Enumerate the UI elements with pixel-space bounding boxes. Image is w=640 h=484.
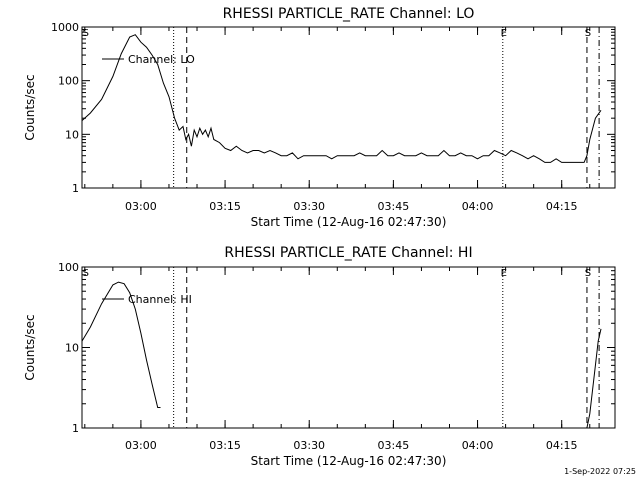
- x-tick-label: 04:00: [462, 439, 494, 452]
- plot-frame: [81, 26, 616, 189]
- event-marker-label: S: [83, 268, 89, 279]
- x-tick-label: 03:15: [209, 200, 241, 213]
- legend-label: Channel: LO: [128, 53, 195, 66]
- y-tick-label: 10: [65, 128, 79, 141]
- y-axis-label: Counts/sec: [23, 314, 37, 380]
- y-tick-label: 1: [72, 422, 79, 435]
- event-marker-label: E: [501, 268, 507, 279]
- y-tick-label: 1: [72, 182, 79, 195]
- x-tick-label: 04:15: [546, 439, 578, 452]
- footer-timestamp: 1-Sep-2022 07:25: [564, 467, 636, 476]
- series-line: [81, 34, 602, 163]
- hi-channel-panel: RHESSI PARTICLE_RATE Channel: HI 03:00 03:…: [23, 245, 616, 468]
- y-tick-label: 100: [58, 75, 79, 88]
- y-tick-label: 10: [65, 342, 79, 355]
- plot-frame: [81, 266, 616, 429]
- x-axis-label: Start Time (12-Aug-16 02:47:30): [251, 215, 447, 229]
- event-marker-label: S: [585, 28, 591, 39]
- lo-channel-panel: RHESSI PARTICLE_RATE Channel: LO 03:00 03:…: [23, 6, 616, 229]
- x-axis-label: Start Time (12-Aug-16 02:47:30): [251, 454, 447, 468]
- y-axis-label: Counts/sec: [23, 74, 37, 140]
- legend-label: Channel: HI: [128, 293, 192, 306]
- x-tick-label: 03:30: [293, 200, 325, 213]
- x-tick-label: 04:00: [462, 200, 494, 213]
- x-tick-label: 04:15: [546, 200, 578, 213]
- x-tick-label: 03:45: [378, 200, 410, 213]
- event-marker-label: S: [585, 268, 591, 279]
- event-marker-label: S: [83, 28, 89, 39]
- chart-title: RHESSI PARTICLE_RATE Channel: HI: [224, 245, 472, 261]
- x-tick-label: 03:30: [293, 439, 325, 452]
- x-tick-label: 03:45: [378, 439, 410, 452]
- x-tick-label: 03:00: [125, 439, 157, 452]
- x-tick-label: 03:00: [125, 200, 157, 213]
- x-tick-label: 03:15: [209, 439, 241, 452]
- series-line: [81, 281, 161, 408]
- y-tick-label: 100: [58, 261, 79, 274]
- y-tick-label: 1000: [51, 21, 79, 34]
- chart-title: RHESSI PARTICLE_RATE Channel: LO: [223, 6, 475, 22]
- series-line: [586, 328, 602, 429]
- event-marker-label: E: [501, 28, 507, 39]
